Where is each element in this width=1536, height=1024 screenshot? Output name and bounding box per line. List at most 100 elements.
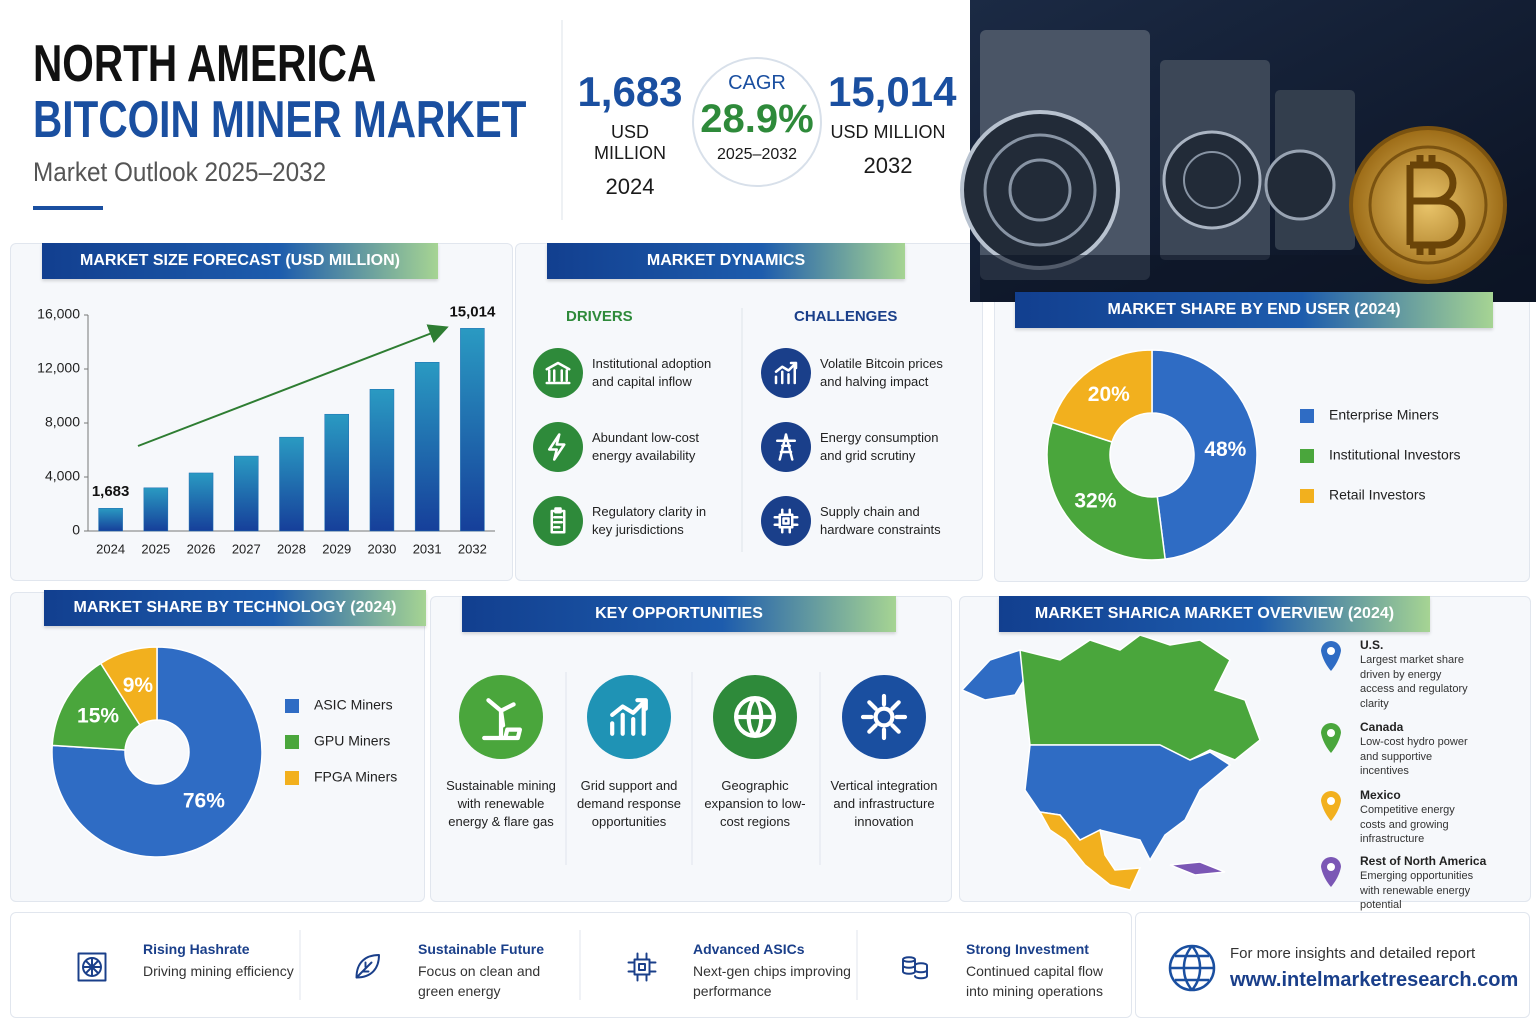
icon [773, 508, 799, 534]
pie-slice [1046, 421, 1166, 561]
kpi: 1,683 USD MILLION 2024 [575, 68, 685, 200]
region-name: Canada [1360, 720, 1404, 734]
icon [776, 433, 796, 461]
trend-arrow [137, 324, 449, 447]
legend-swatch [285, 735, 299, 749]
legend-swatch [1300, 409, 1314, 423]
section-title: MARKET SHARE BY TECHNOLOGY (2024) [44, 590, 426, 626]
dynamics-item: Regulatory clarity in key jurisdictions [592, 504, 707, 537]
y-tick-label: 12,000 [37, 360, 80, 376]
north-america-map [960, 634, 1261, 891]
icon [355, 954, 380, 979]
value-label: 20% [1088, 383, 1130, 406]
region-pin [1321, 791, 1341, 821]
dynamics-item: Abundant low-cost energy availability [592, 430, 699, 463]
value-label: 76% [183, 789, 225, 812]
kpi-unit: USD MILLION [830, 122, 946, 142]
y-tick-label: 8,000 [45, 414, 80, 430]
region-name: Mexico [1360, 788, 1401, 802]
x-tick-label: 2027 [232, 541, 261, 556]
section-title: MARKET SHARICA MARKET OVERVIEW (2024) [999, 596, 1430, 632]
x-tick-label: 2024 [96, 541, 125, 556]
kpi-period: 2025–2032 [716, 146, 798, 163]
accent-bar [33, 206, 103, 210]
challenges-heading: CHALLENGES [794, 308, 898, 325]
legend-swatch [1300, 449, 1314, 463]
x-tick-label: 2030 [367, 541, 396, 556]
globe-icon [1168, 944, 1216, 992]
opportunity-text: Grid support and demand response opportu… [576, 778, 682, 829]
opportunity-text: Vertical integration and infrastructure … [830, 778, 938, 829]
x-tick-label: 2025 [141, 541, 170, 556]
pie-slice [51, 646, 263, 858]
y-tick-label: 16,000 [37, 306, 80, 322]
icon [902, 956, 928, 980]
icon [482, 698, 522, 741]
icon [733, 695, 776, 738]
opportunity-text: Sustainable mining with renewable energy… [446, 778, 556, 829]
bar [234, 455, 259, 532]
x-tick-label: 2031 [413, 541, 442, 556]
icon [545, 361, 571, 385]
title: BITCOIN MINER MARKET [33, 91, 527, 149]
kpi-unit: USD MILLION [593, 122, 667, 163]
pie-slice [1151, 349, 1258, 561]
value-label: 9% [123, 674, 154, 697]
footer-url[interactable]: www.intelmarketresearch.com [1230, 969, 1519, 991]
icon-bg [842, 675, 926, 759]
drivers-heading: DRIVERS [566, 308, 633, 325]
kpi: 15,014 USD MILLION 2032 [828, 68, 957, 179]
region-pin-dot [1327, 797, 1335, 805]
section-title: MARKET SIZE FORECAST (USD MILLION) [42, 243, 438, 279]
legend-label: Institutional Investors [1329, 447, 1461, 463]
x-tick-label: 2032 [458, 541, 487, 556]
icon-bg [533, 422, 583, 472]
section-title: MARKET SHARE BY END USER (2024) [1015, 292, 1493, 328]
section-title: MARKET DYNAMICS [547, 243, 905, 279]
kpi-label: CAGR [728, 72, 786, 94]
region-text: Low-cost hydro power and supportive ince… [1360, 736, 1468, 777]
x-tick-label: 2026 [187, 541, 216, 556]
bar [188, 472, 214, 532]
dynamics-card [515, 243, 983, 581]
subtitle: Market Outlook 2025–2032 [33, 157, 327, 187]
region-name: Rest of North America [1360, 854, 1487, 868]
pie-slice [1051, 349, 1153, 443]
region-name: U.S. [1360, 638, 1384, 652]
region-pin [1321, 641, 1341, 671]
x-tick-label: 2029 [322, 541, 351, 556]
value-label: 48% [1204, 438, 1246, 461]
footer-text: For more insights and detailed report [1230, 945, 1476, 962]
value-label: 15,014 [449, 303, 496, 320]
pie-slice [99, 646, 158, 727]
icon [548, 433, 566, 461]
features-card [10, 912, 1132, 1018]
miner-photo [960, 0, 1536, 302]
icon [627, 952, 657, 982]
kpi-value: 15,014 [828, 68, 957, 115]
x-tick-label: 2028 [277, 541, 306, 556]
icon-bg [761, 348, 811, 398]
y-tick-label: 4,000 [45, 468, 80, 484]
value-label: 1,683 [92, 483, 130, 500]
kpi: CAGR 28.9% 2025–2032 [697, 72, 817, 164]
feature-title: Rising Hashrate [143, 941, 250, 957]
icon [77, 952, 107, 982]
section-title: KEY OPPORTUNITIES [462, 596, 896, 632]
legend-swatch [285, 771, 299, 785]
kpi-value: 28.9% [700, 97, 814, 141]
legend-label: ASIC Miners [314, 697, 393, 713]
bar [279, 436, 304, 532]
icon [550, 507, 566, 534]
legend-swatch [1300, 489, 1314, 503]
dividers [299, 672, 858, 1000]
region-text: Competitive energy costs and growing inf… [1360, 804, 1455, 845]
region-pin-dot [1327, 647, 1335, 655]
opportunity-text: Geographic expansion to low-cost regions [704, 778, 806, 829]
legend-label: Retail Investors [1329, 487, 1425, 503]
region-text: Largest market share driven by energy ac… [1360, 654, 1468, 710]
legend-label: Enterprise Miners [1329, 407, 1439, 423]
bar [324, 413, 349, 532]
kpi-year: 2032 [863, 153, 913, 178]
